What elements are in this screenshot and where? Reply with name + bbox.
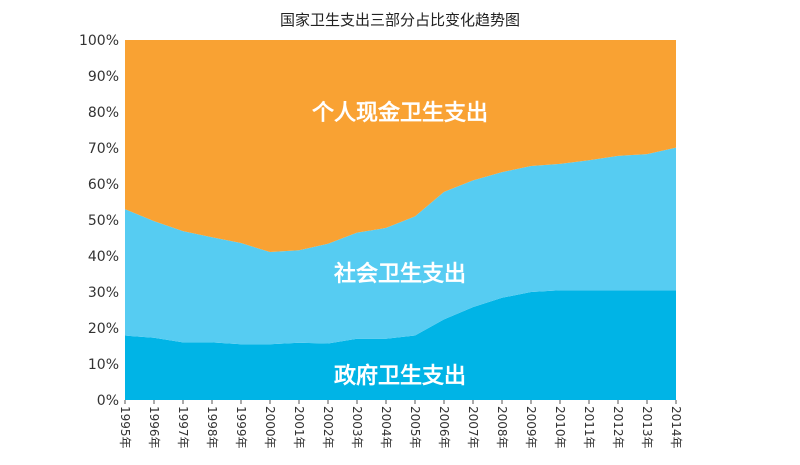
area-label-2: 个人现金卫生支出 [312,100,488,126]
y-tick-label: 30% [88,285,119,301]
x-tick-label: 1998年 [205,406,219,449]
x-tick-label: 2008年 [495,406,509,449]
y-tick-label: 60% [88,177,119,193]
y-tick-label: 70% [88,141,119,157]
area-label-0: 政府卫生支出 [334,363,466,389]
areas-layer [125,40,676,400]
x-tick-label: 2009年 [524,406,538,449]
x-tick-label: 2001年 [292,406,306,449]
x-axis: 1995年 1996年 1997年 1998年 1999年 2000年 2001年 2002年… [118,400,683,449]
x-tick-label: 2003年 [350,406,364,449]
x-tick-label: 2000年 [263,406,277,449]
area-series-0 [125,290,676,400]
y-tick-label: 50% [88,213,119,229]
x-tick-label: 2014年 [669,406,683,449]
y-tick-label: 10% [88,357,119,373]
area-series-1 [125,147,676,345]
y-tick-label: 100% [79,33,119,49]
x-tick-label: 2004年 [379,406,393,449]
y-tick-label: 0% [97,393,119,409]
area-series-2 [125,40,676,253]
x-tick-label: 2011年 [582,406,596,449]
y-tick-label: 40% [88,249,119,265]
area-label-1: 社会卫生支出 [334,261,466,287]
x-tick-label: 1997年 [176,406,190,449]
x-tick-label: 2002年 [321,406,335,449]
y-tick-label: 90% [88,69,119,85]
x-tick-label: 2010年 [553,406,567,449]
x-tick-label: 2007年 [466,406,480,449]
chart-title: 国家卫生支出三部分占比变化趋势图 [280,11,520,29]
x-tick-label: 1996年 [147,406,161,449]
y-axis: 0% 10% 20% 30% 40% 50% 60% 70% 80% 90% 100% [79,33,119,409]
y-tick-label: 80% [88,105,119,121]
x-tick-label: 2013年 [640,406,654,449]
x-tick-label: 1995年 [118,406,132,449]
x-tick-label: 2012年 [611,406,625,449]
x-tick-label: 2006年 [437,406,451,449]
y-tick-label: 20% [88,321,119,337]
x-tick-label: 1999年 [234,406,248,449]
x-tick-label: 2005年 [408,406,422,449]
